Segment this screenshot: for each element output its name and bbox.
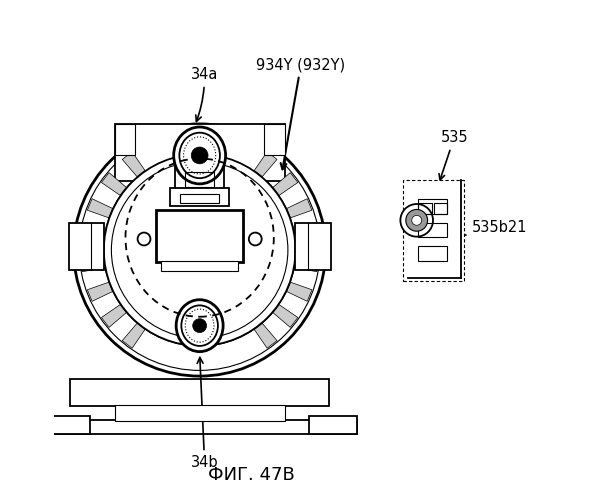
Bar: [70, 378, 329, 406]
Polygon shape: [81, 258, 105, 272]
Bar: [69, 223, 104, 270]
Text: 535b21: 535b21: [432, 220, 527, 236]
Circle shape: [104, 154, 296, 346]
Bar: [114, 124, 285, 180]
Ellipse shape: [174, 127, 226, 184]
Polygon shape: [102, 172, 126, 196]
Text: 34a: 34a: [191, 67, 219, 122]
Text: ФИГ. 47B: ФИГ. 47B: [208, 466, 295, 484]
Bar: [175, 160, 225, 192]
Bar: [296, 223, 330, 270]
Bar: [418, 246, 447, 261]
Circle shape: [406, 210, 427, 231]
Polygon shape: [294, 258, 318, 272]
Polygon shape: [254, 324, 277, 348]
Bar: [157, 210, 243, 262]
Polygon shape: [122, 152, 145, 176]
Polygon shape: [102, 304, 126, 328]
Ellipse shape: [176, 300, 223, 352]
Bar: [42, 420, 357, 434]
Bar: [181, 194, 219, 202]
Bar: [114, 405, 285, 420]
Bar: [435, 204, 447, 214]
Polygon shape: [254, 152, 277, 176]
Bar: [418, 204, 432, 214]
Bar: [403, 180, 464, 281]
Bar: [309, 416, 357, 434]
Polygon shape: [87, 282, 113, 302]
Bar: [185, 172, 214, 186]
Circle shape: [193, 318, 206, 332]
Text: 934Y (932Y): 934Y (932Y): [256, 57, 346, 170]
Circle shape: [104, 154, 296, 346]
Text: 34b: 34b: [191, 358, 219, 470]
Polygon shape: [287, 282, 312, 302]
Bar: [42, 416, 90, 434]
Polygon shape: [87, 198, 113, 218]
Bar: [418, 199, 447, 214]
Bar: [114, 124, 135, 155]
Polygon shape: [294, 228, 318, 242]
Circle shape: [412, 216, 421, 226]
Bar: [161, 262, 238, 272]
Bar: [264, 124, 285, 155]
Polygon shape: [122, 324, 145, 348]
Polygon shape: [273, 172, 298, 196]
Text: 535: 535: [439, 130, 468, 180]
Circle shape: [73, 124, 326, 376]
Polygon shape: [273, 304, 298, 328]
Circle shape: [138, 232, 150, 245]
Bar: [418, 222, 447, 238]
Circle shape: [249, 232, 262, 245]
Polygon shape: [287, 198, 312, 218]
Circle shape: [191, 147, 208, 164]
Polygon shape: [81, 228, 105, 242]
Bar: [170, 188, 229, 206]
Circle shape: [400, 204, 433, 236]
